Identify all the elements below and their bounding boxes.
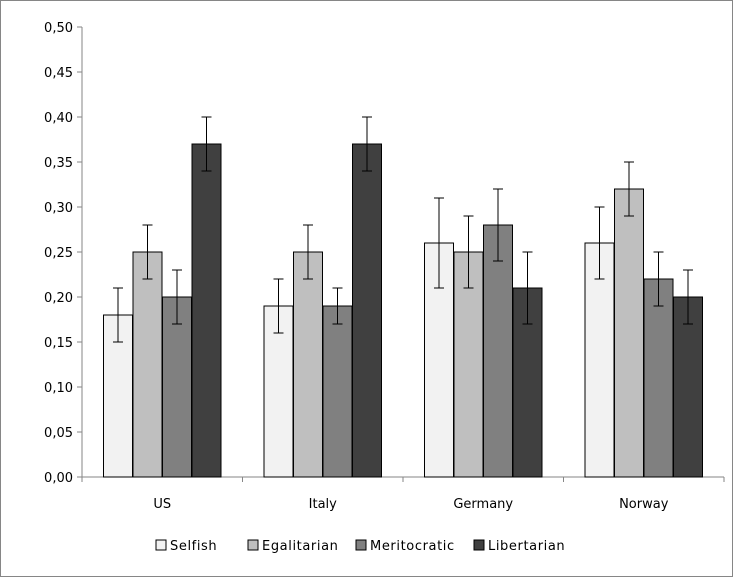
y-tick-label: 0,25: [44, 246, 73, 261]
bar: [132, 251, 163, 478]
bar: [322, 305, 353, 478]
category-label: Germany: [453, 497, 513, 512]
category-label: Norway: [619, 497, 669, 512]
legend-swatch: [247, 539, 259, 551]
y-tick-label: 0,10: [44, 381, 73, 396]
category-label: US: [153, 497, 171, 512]
bar: [483, 224, 513, 478]
y-tick-label: 0,35: [44, 156, 73, 171]
bar: [584, 242, 615, 478]
y-tick-label: 0,05: [44, 426, 73, 441]
chart-marks: 0,00 0,05 0,10 0,15 0,20 0,25 0,30 0,35 0,40 0,45…: [44, 21, 725, 554]
y-tick-label: 0,50: [44, 21, 73, 36]
y-tick-label: 0,00: [44, 471, 73, 486]
bar: [352, 143, 382, 478]
legend-label: Selfish: [170, 539, 217, 554]
y-tick-label: 0,45: [44, 66, 73, 81]
legend-label: Egalitarian: [262, 539, 338, 554]
y-tick-label: 0,15: [44, 336, 73, 351]
legend-label: Libertarian: [488, 539, 565, 554]
y-tick-label: 0,30: [44, 201, 73, 216]
legend-swatch: [155, 539, 167, 551]
y-tick-label: 0,40: [44, 111, 73, 126]
bar: [643, 278, 674, 478]
bar: [191, 143, 222, 478]
legend-swatch: [355, 539, 367, 551]
bar: [293, 251, 323, 478]
legend-swatch: [473, 539, 485, 551]
y-tick-label: 0,20: [44, 291, 73, 306]
legend-label: Meritocratic: [370, 539, 455, 554]
bar: [614, 188, 644, 478]
category-label: Italy: [309, 497, 338, 512]
